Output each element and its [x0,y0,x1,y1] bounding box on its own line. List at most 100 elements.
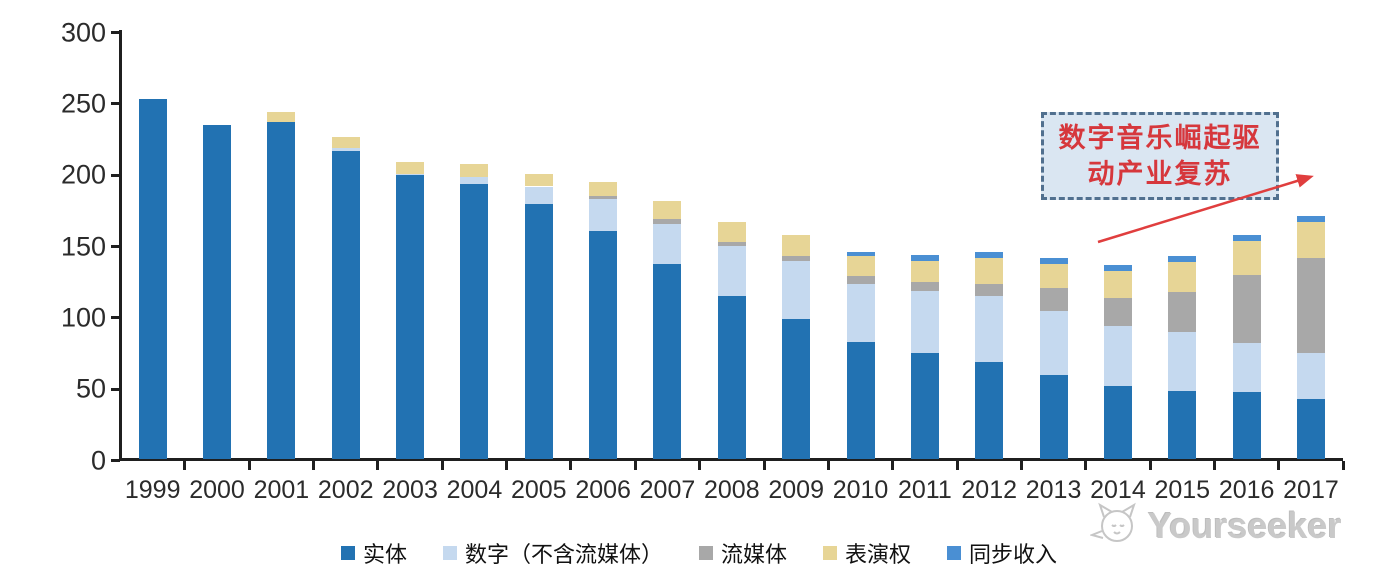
y-axis-tick [111,173,120,177]
legend-label: 实体 [362,542,407,567]
bar-segment-表演权-2002 [331,136,360,148]
legend-swatch-icon [947,546,962,560]
y-axis-tick [111,245,120,248]
bar-segment-实体-2006 [589,230,618,459]
bar-segment-数字（不含流媒体）-2010 [846,283,875,342]
x-axis-tick-label: 2001 [253,476,310,504]
bar-segment-实体-2011 [910,353,939,459]
bar-segment-实体-2009 [782,319,811,459]
y-axis-tick-label: 50 [75,373,106,404]
bar-segment-实体-2010 [846,342,875,459]
annotation-line-2: 动产业复苏 [1087,159,1233,189]
legend-label: 表演权 [845,542,912,567]
bar-segment-数字（不含流媒体）-2003 [396,173,425,176]
legend-swatch-icon [698,546,713,560]
bar-segment-表演权-2007 [653,200,682,220]
watermark: Yourseeker [1090,498,1390,553]
x-axis-tick-label: 2015 [1154,476,1211,504]
bar-segment-流媒体-2012 [975,283,1004,297]
x-axis-tick [183,461,187,470]
x-axis-tick [569,461,573,470]
x-axis-tick [1341,461,1345,470]
x-axis-tick-label: 2012 [961,476,1018,504]
x-axis-tick-label: 2013 [1025,476,1082,504]
x-axis-tick-label: 1999 [124,476,181,504]
bar-segment-表演权-2011 [910,260,939,283]
bar-segment-实体-2017 [1296,399,1325,459]
x-axis-tick-label: 2002 [317,476,374,504]
bar-segment-表演权-2004 [460,163,489,177]
x-axis-tick [1084,461,1088,470]
y-axis-line [119,30,122,461]
x-axis-tick [826,461,830,470]
bar-segment-实体-2013 [1039,374,1068,459]
bar-segment-同步收入-2017 [1296,216,1325,223]
bar-segment-数字（不含流媒体）-2006 [589,199,618,231]
annotation-callout-box: 数字音乐崛起驱 动产业复苏 [1041,112,1279,200]
bar-segment-表演权-2012 [975,257,1004,284]
bar-segment-表演权-2008 [717,222,746,243]
x-axis-tick [505,461,509,470]
bar-segment-实体-2014 [1103,386,1132,459]
bar-segment-表演权-2010 [846,256,875,277]
bar-segment-同步收入-2014 [1103,264,1132,271]
bar-segment-实体-2015 [1168,390,1197,459]
x-axis-tick [633,461,637,470]
bar-segment-实体-2004 [460,183,489,459]
x-axis-tick-label: 2016 [1218,476,1275,504]
bar-segment-同步收入-2013 [1039,257,1068,264]
bar-segment-表演权-2017 [1296,222,1325,258]
y-axis-tick [111,459,120,462]
bar-segment-实体-2008 [717,296,746,459]
bar-segment-同步收入-2012 [975,252,1004,258]
bar-segment-流媒体-2008 [717,242,746,247]
bar-segment-实体-2003 [396,175,425,459]
x-axis-tick [1212,461,1216,470]
bar-segment-实体-2005 [524,203,553,459]
x-axis-tick-label: 2009 [768,476,824,504]
bar-segment-实体-2016 [1232,391,1261,459]
bar-segment-数字（不含流媒体）-2016 [1232,343,1261,392]
legend-label: 同步收入 [969,542,1058,567]
bar-segment-数字（不含流媒体）-2012 [975,296,1004,362]
bar-segment-同步收入-2016 [1232,235,1261,241]
bar-segment-流媒体-2007 [653,219,682,224]
legend-item-实体: 实体 [340,537,407,569]
x-axis-tick [698,461,702,470]
annotation-arrow-icon [1097,174,1314,244]
x-axis-tick-label: 2004 [446,476,503,504]
x-axis-tick [1148,461,1152,470]
bar-segment-数字（不含流媒体）-2015 [1168,332,1197,391]
bar-segment-流媒体-2017 [1296,257,1325,354]
y-axis-tick [111,387,120,391]
bar-segment-数字（不含流媒体）-2005 [524,186,553,204]
bar-segment-表演权-2016 [1232,240,1261,275]
bar-segment-数字（不含流媒体）-2008 [717,246,746,297]
bar-segment-实体-2002 [331,150,360,459]
x-axis-tick-label: 2014 [1090,476,1146,504]
bar-segment-表演权-2005 [524,173,553,187]
x-axis-tick [376,461,380,470]
bar-segment-实体-2012 [975,361,1004,459]
bar-segment-表演权-2015 [1168,262,1197,293]
legend-item-流媒体: 流媒体 [698,537,787,569]
bar-segment-同步收入-2011 [910,254,939,261]
x-axis-tick-label: 2008 [704,476,760,504]
legend-label: 流媒体 [720,542,787,567]
bar-segment-实体-2000 [203,125,232,459]
y-axis-tick-label: 100 [60,302,106,333]
x-axis-tick [440,461,444,470]
annotation-line-1: 数字音乐崛起驱 [1058,122,1262,153]
bar-segment-表演权-2003 [396,162,425,174]
bar-segment-表演权-2014 [1103,270,1132,298]
x-axis-tick-label: 2007 [639,476,696,504]
bar-segment-表演权-2006 [589,182,618,197]
x-axis-tick-label: 2000 [189,476,245,504]
bar-segment-流媒体-2009 [782,256,811,261]
bar-segment-实体-1999 [138,99,167,459]
bar-segment-流媒体-2016 [1232,274,1261,344]
x-axis-tick-label: 2006 [575,476,631,504]
y-axis-tick [111,31,120,34]
x-axis-tick [1277,461,1281,470]
